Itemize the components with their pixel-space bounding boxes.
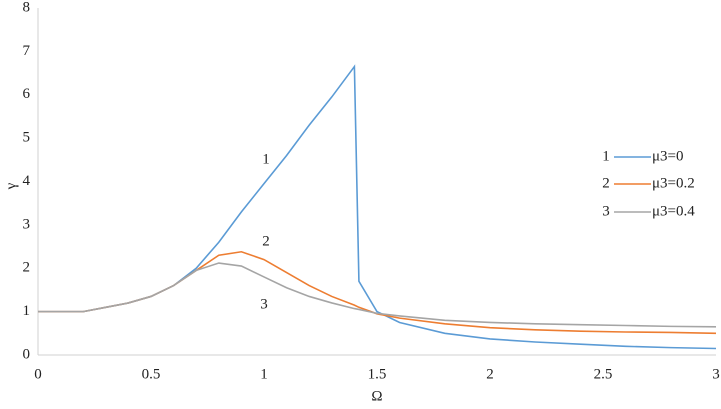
y-tick-label: 8: [23, 0, 31, 15]
line-series: [38, 64, 717, 350]
line-series: [38, 262, 717, 328]
x-tick-label: 1: [260, 366, 268, 382]
x-tick-label: 3: [712, 366, 720, 382]
y-tick-label: 2: [23, 260, 31, 276]
x-axis-label: Ω: [371, 388, 382, 404]
legend-number: 3: [602, 203, 610, 219]
curve-label: 2: [262, 233, 270, 249]
x-tick-label: 2.5: [594, 366, 613, 382]
x-tick-label: 0.5: [142, 366, 161, 382]
y-axis-label: γ: [3, 182, 19, 190]
x-tick-label: 2: [486, 366, 494, 382]
y-tick-label: 6: [23, 86, 31, 102]
y-tick-label: 4: [23, 173, 31, 189]
legend-label: μ3=0.4: [652, 203, 695, 219]
curve-label: 1: [262, 151, 270, 167]
curve-label: 3: [260, 296, 268, 312]
line-series: [38, 250, 717, 335]
y-tick-label: 7: [23, 43, 31, 59]
x-tick-label: 0: [34, 366, 42, 382]
y-tick-label: 1: [23, 303, 31, 319]
legend-label: μ3=0: [652, 148, 684, 164]
legend-number: 1: [602, 148, 610, 164]
legend-label: μ3=0.2: [652, 175, 695, 191]
y-tick-label: 5: [23, 130, 31, 146]
y-tick-label: 0: [23, 346, 31, 362]
y-tick-label: 3: [23, 216, 31, 232]
legend-number: 2: [602, 175, 610, 191]
x-tick-label: 1.5: [368, 366, 387, 382]
